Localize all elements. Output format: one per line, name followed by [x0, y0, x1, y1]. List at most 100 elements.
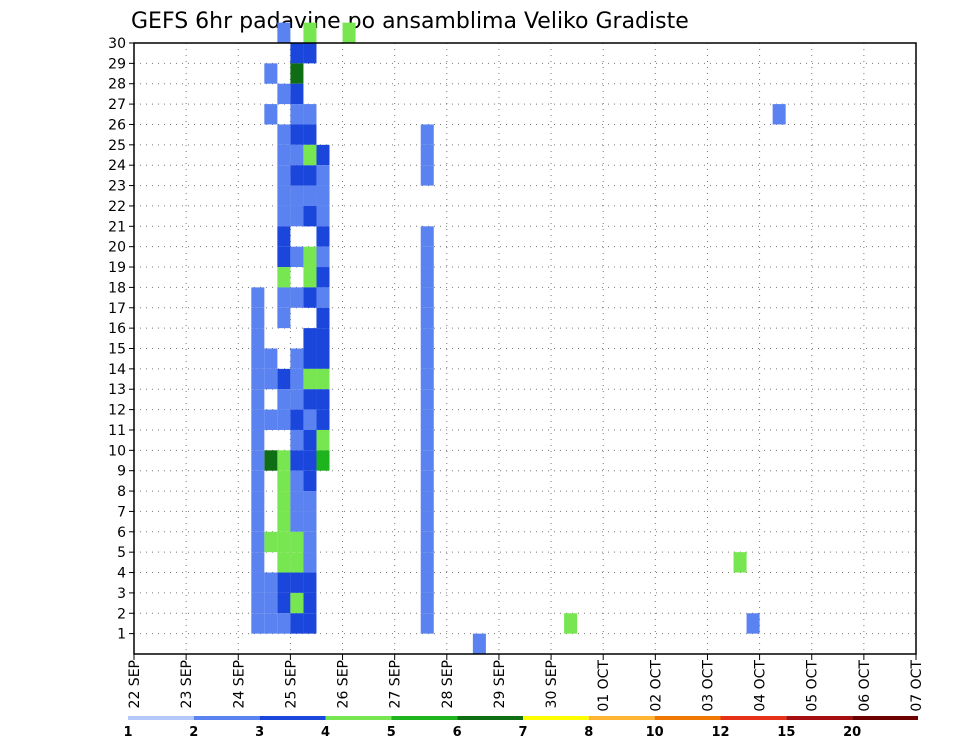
data-cell: [303, 104, 317, 125]
data-cell: [277, 389, 291, 410]
data-cell: [290, 531, 304, 553]
data-cell: [277, 572, 291, 593]
data-cell: [264, 63, 278, 84]
data-cell: [251, 470, 265, 492]
colorbar: 1 2 3 4 5 6 7 8 10 12 15 20: [123, 716, 918, 740]
x-tick-label: 24 SEP: [231, 660, 247, 708]
y-tick-label: 30: [108, 36, 126, 52]
y-tick-label: 25: [108, 138, 126, 154]
data-cell: [303, 450, 317, 471]
data-cell: [316, 226, 330, 247]
data-cell: [420, 165, 434, 186]
data-cell: [420, 531, 434, 553]
data-cell: [290, 511, 304, 532]
data-cell: [420, 328, 434, 349]
data-cell: [472, 633, 486, 654]
y-tick-label: 4: [117, 566, 126, 582]
data-cell: [303, 572, 317, 593]
data-cell: [251, 491, 265, 512]
data-cell: [316, 185, 330, 206]
data-cell: [420, 368, 434, 390]
data-cell: [290, 613, 304, 634]
colorbar-swatch: [720, 716, 787, 720]
data-cell: [277, 592, 291, 614]
data-cell: [277, 22, 291, 43]
data-cell: [420, 267, 434, 288]
data-cell: [316, 307, 330, 329]
data-cell: [251, 389, 265, 410]
data-cell: [290, 83, 304, 105]
data-cell: [303, 328, 317, 349]
data-cell: [290, 287, 304, 308]
data-cell: [251, 348, 265, 369]
x-tick-label: 02 OCT: [648, 660, 664, 712]
colorbar-label: 20: [843, 725, 861, 740]
data-cell: [290, 205, 304, 227]
x-tick-label: 07 OCT: [909, 660, 925, 712]
x-axis: 22 SEP 23 SEP 24 SEP 25 SEP 26 SEP 27 SEP 28 S…: [127, 654, 925, 712]
y-tick-label: 3: [117, 586, 126, 602]
data-cell: [290, 246, 304, 268]
colorbar-label: 8: [584, 725, 593, 740]
data-cell: [342, 22, 356, 43]
data-cell: [733, 552, 747, 573]
data-cell: [420, 450, 434, 471]
data-cell: [290, 165, 304, 186]
data-cell: [303, 511, 317, 532]
data-cell: [290, 429, 304, 451]
x-tick-label: 22 SEP: [127, 660, 143, 708]
data-cell: [290, 124, 304, 145]
data-cell: [251, 613, 265, 634]
data-cell: [277, 246, 291, 268]
data-cell: [303, 267, 317, 288]
colorbar-swatch: [391, 716, 458, 720]
data-cell: [264, 450, 278, 471]
data-cell: [316, 287, 330, 308]
x-tick-label: 03 OCT: [700, 660, 716, 712]
data-cell: [277, 165, 291, 186]
data-cell: [264, 348, 278, 369]
data-cell: [420, 246, 434, 268]
x-tick-label: 29 SEP: [492, 660, 508, 708]
data-cell: [316, 429, 330, 451]
data-cell: [316, 328, 330, 349]
data-cell: [264, 104, 278, 125]
data-cell: [420, 409, 434, 430]
data-cell: [290, 104, 304, 125]
data-cell: [277, 552, 291, 573]
x-tick-label: 05 OCT: [805, 660, 821, 712]
colorbar-swatch: [852, 716, 918, 720]
x-tick-label: 06 OCT: [857, 660, 873, 712]
data-cell: [290, 470, 304, 492]
x-tick-label: 28 SEP: [440, 660, 456, 708]
data-cell: [277, 144, 291, 166]
data-cell: [290, 409, 304, 430]
colorbar-label: 1: [123, 725, 132, 740]
colorbar-swatch: [128, 716, 194, 720]
y-tick-label: 6: [117, 525, 126, 541]
data-cells: [251, 22, 786, 654]
data-cell: [420, 552, 434, 573]
y-tick-label: 20: [108, 240, 126, 256]
y-tick-label: 8: [117, 484, 126, 500]
data-cell: [420, 348, 434, 369]
data-cell: [251, 409, 265, 430]
data-cell: [277, 613, 291, 634]
colorbar-swatch: [588, 716, 655, 720]
colorbar-label: 7: [518, 725, 527, 740]
y-tick-label: 16: [108, 321, 126, 337]
data-cell: [290, 185, 304, 206]
data-cell: [316, 165, 330, 186]
data-cell: [264, 613, 278, 634]
data-cell: [290, 43, 304, 64]
colorbar-label: 2: [189, 725, 198, 740]
x-tick-label: 01 OCT: [596, 660, 612, 712]
data-cell: [420, 511, 434, 532]
colorbar-label: 10: [646, 725, 664, 740]
data-cell: [303, 205, 317, 227]
colorbar-swatch: [786, 716, 853, 720]
data-cell: [303, 470, 317, 492]
data-cell: [316, 368, 330, 390]
y-tick-label: 14: [108, 362, 126, 378]
data-cell: [277, 267, 291, 288]
